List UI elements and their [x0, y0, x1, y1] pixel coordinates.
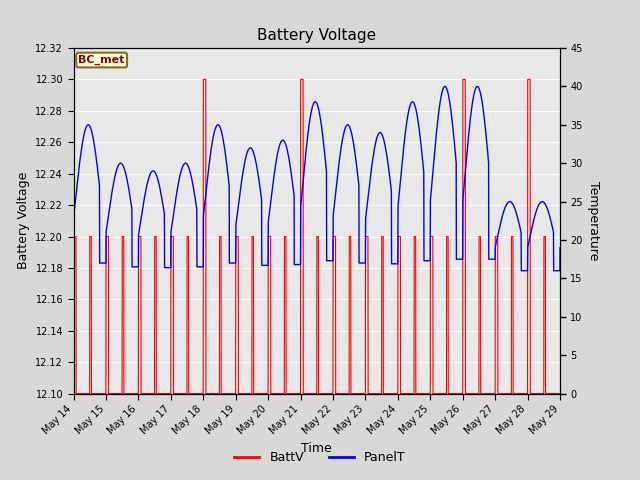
X-axis label: Time: Time [301, 442, 332, 455]
Title: Battery Voltage: Battery Voltage [257, 28, 376, 43]
Text: BC_met: BC_met [79, 55, 125, 65]
Y-axis label: Battery Voltage: Battery Voltage [17, 172, 29, 269]
Y-axis label: Temperature: Temperature [587, 181, 600, 261]
Legend: BattV, PanelT: BattV, PanelT [229, 446, 411, 469]
